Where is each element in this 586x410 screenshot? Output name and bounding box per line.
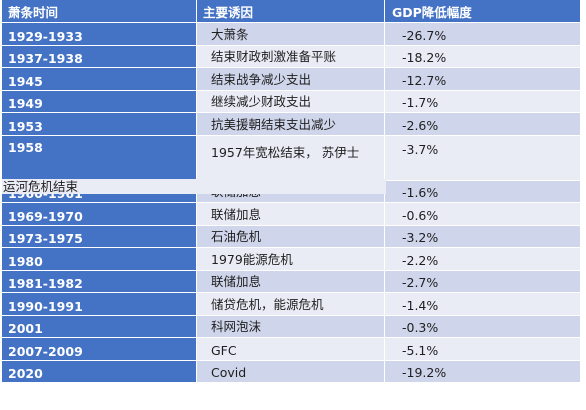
period-cell: 1980 xyxy=(2,248,197,271)
period-cell: 2001 xyxy=(2,315,197,338)
cause-cell: 石油危机 xyxy=(197,225,385,248)
cause-cell: Covid xyxy=(197,360,385,383)
period-cell: 1937-1938 xyxy=(2,45,197,68)
cause-cell: 结束战争减少支出 xyxy=(197,68,385,91)
header-cause: 主要诱因 xyxy=(197,0,385,23)
period-cell: 1945 xyxy=(2,68,197,91)
cause-cell: 联储加息 xyxy=(197,203,385,226)
table-row: 2020 Covid -19.2% xyxy=(2,360,580,383)
period-cell: 1949 xyxy=(2,90,197,113)
gdp-cell: -3.2% xyxy=(385,225,580,248)
period-cell: 1958 xyxy=(2,135,197,181)
period-cell: 1953 xyxy=(2,113,197,136)
period-cell: 1981-1982 xyxy=(2,270,197,293)
table-row: 1990-1991 储贷危机，能源危机 -1.4% xyxy=(2,293,580,316)
gdp-cell: -2.6% xyxy=(385,113,580,136)
table-row: 1981-1982 联储加息 -2.7% xyxy=(2,270,580,293)
table-header: 萧条时间 主要诱因 GDP降低幅度 xyxy=(2,0,580,23)
period-cell: 1969-1970 xyxy=(2,203,197,226)
period-cell: 2007-2009 xyxy=(2,338,197,361)
gdp-cell: -1.4% xyxy=(385,293,580,316)
gdp-cell: -3.7% xyxy=(385,135,580,181)
cause-cell: 科网泡沫 xyxy=(197,315,385,338)
table-row: 1973-1975 石油危机 -3.2% xyxy=(2,225,580,248)
table-row: 1953 抗美援朝结束支出减少 -2.6% xyxy=(2,113,580,136)
table-row: 1969-1970 联储加息 -0.6% xyxy=(2,203,580,226)
period-cell: 1973-1975 xyxy=(2,225,197,248)
table-row: 1949 继续减少财政支出 -1.7% xyxy=(2,90,580,113)
cause-cell: 联储加息 xyxy=(197,270,385,293)
gdp-cell: -2.2% xyxy=(385,248,580,271)
table-row: 1937-1938 结束财政刺激准备平账 -18.2% xyxy=(2,45,580,68)
gdp-cell: -0.6% xyxy=(385,203,580,226)
table-row: 2007-2009 GFC -5.1% xyxy=(2,338,580,361)
table-row: 1958 1957年宽松结束， 苏伊士 -3.7% xyxy=(2,135,580,181)
gdp-cell: -5.1% xyxy=(385,338,580,361)
table-row: 1980 1979能源危机 -2.2% xyxy=(2,248,580,271)
cause-cell: 1979能源危机 xyxy=(197,248,385,271)
period-cell: 1929-1933 xyxy=(2,23,197,46)
cause-cell: 抗美援朝结束支出减少 xyxy=(197,113,385,136)
cause-cell: 结束财政刺激准备平账 xyxy=(197,45,385,68)
header-period: 萧条时间 xyxy=(2,0,197,23)
table-row: 2001 科网泡沫 -0.3% xyxy=(2,315,580,338)
gdp-cell: -19.2% xyxy=(385,360,580,383)
cause-cell: 继续减少财政支出 xyxy=(197,90,385,113)
gdp-cell: -0.3% xyxy=(385,315,580,338)
period-cell: 1990-1991 xyxy=(2,293,197,316)
gdp-cell: -18.2% xyxy=(385,45,580,68)
period-cell: 2020 xyxy=(2,360,197,383)
cause-cell: 1957年宽松结束， 苏伊士 xyxy=(197,135,385,181)
recession-table: 萧条时间 主要诱因 GDP降低幅度 1929-1933 大萧条 -26.7% 1… xyxy=(2,0,580,383)
gdp-cell: -1.6% xyxy=(385,180,580,203)
gdp-cell: -26.7% xyxy=(385,23,580,46)
header-gdp: GDP降低幅度 xyxy=(385,0,580,23)
gdp-cell: -1.7% xyxy=(385,90,580,113)
table-row: 1929-1933 大萧条 -26.7% xyxy=(2,23,580,46)
cause-cell: 储贷危机，能源危机 xyxy=(197,293,385,316)
cause-cell: GFC xyxy=(197,338,385,361)
gdp-cell: -2.7% xyxy=(385,270,580,293)
gdp-cell: -12.7% xyxy=(385,68,580,91)
table-row: 1945 结束战争减少支出 -12.7% xyxy=(2,68,580,91)
cause-cell: 大萧条 xyxy=(197,23,385,46)
cause-cell-continuation: 运河危机结束 xyxy=(2,179,386,194)
